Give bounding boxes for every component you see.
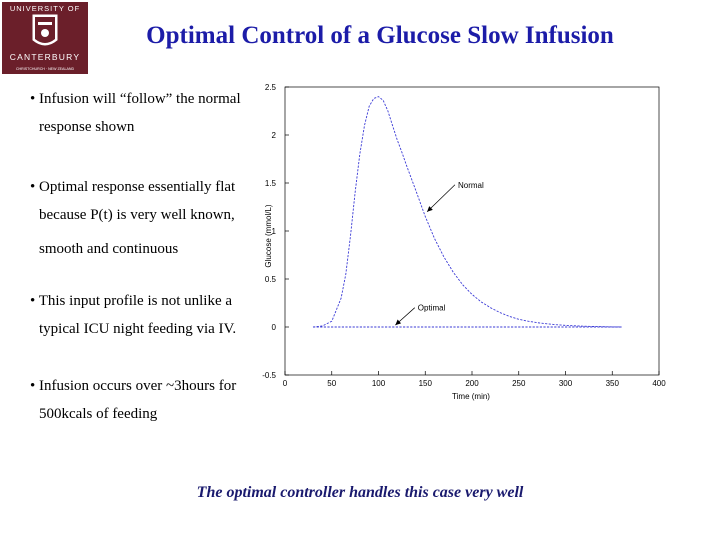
x-tick-label: 250 [512,379,526,388]
x-tick-label: 350 [606,379,620,388]
y-tick-label: 2.5 [265,83,277,92]
plot-frame [284,86,660,376]
y-tick-label: 0 [272,323,277,332]
logo-shield-band [38,22,52,25]
logo-line2: CANTERBURY [10,52,80,62]
bullet-item: • Infusion occurs over ~3hours for 500kc… [30,375,236,431]
logo-tagline: CHRISTCHURCH · NEW ZEALAND [16,67,75,71]
bullet-line: • This input profile is not unlike a [30,293,233,309]
x-tick-label: 300 [559,379,573,388]
y-tick-label: 0.5 [265,275,277,284]
x-tick-label: 400 [652,379,666,388]
x-tick-label: 50 [327,379,336,388]
bullet-item: • Infusion will “follow” the normal resp… [30,88,241,144]
bullet-line: • Infusion will “follow” the normal [30,91,241,107]
annotation-arrow-head [395,319,402,326]
glucose-chart: 0 50 100 150 200 250 300 350 400 -0.5 0 0.5 1 1.5 2 2.5… [262,83,666,401]
y-tick-label: -0.5 [262,371,276,380]
annotation-arrow-line [426,184,456,213]
bullet-line: smooth and continuous [39,241,179,257]
logo-shield-emblem [41,29,49,37]
bullet-line: • Infusion occurs over ~3hours for [30,378,237,394]
bullet-item: • Optimal response essentially flat beca… [30,176,235,266]
footer-caption: The optimal controller handles this case… [196,484,524,501]
y-axis-label: Glucose (mmol/L) [264,204,273,267]
bullet-line: typical ICU night feeding via IV. [39,321,237,337]
annotation-label: Optimal [418,304,446,313]
y-tick-label: 2 [272,131,277,140]
annotation-label: Normal [458,181,484,190]
annotation-arrow-head [427,206,433,212]
logo-line1: UNIVERSITY OF [10,4,80,13]
university-logo: UNIVERSITY OF CANTERBURY CHRISTCHURCH · … [2,2,88,74]
x-tick-label: 150 [419,379,433,388]
y-tick-label: 1 [272,227,277,236]
series-line-normal [312,96,622,328]
bullet-item: • This input profile is not unlike a typ… [30,290,236,346]
slide-title: Optimal Control of a Glucose Slow Infusi… [146,22,614,49]
bullet-line: response shown [39,119,135,135]
bullet-line: 500kcals of feeding [39,406,158,422]
x-tick-label: 0 [283,379,288,388]
bullet-line: because P(t) is very well known, [39,207,235,223]
y-tick-label: 1.5 [265,179,277,188]
x-tick-label: 100 [372,379,386,388]
x-tick-label: 200 [465,379,479,388]
x-axis-label: Time (min) [452,392,490,401]
plot-area: 0 50 100 150 200 250 300 350 400 -0.5 0 0.5 1 1.5 2 2.5… [262,83,666,388]
bullet-line: • Optimal response essentially flat [30,179,236,195]
